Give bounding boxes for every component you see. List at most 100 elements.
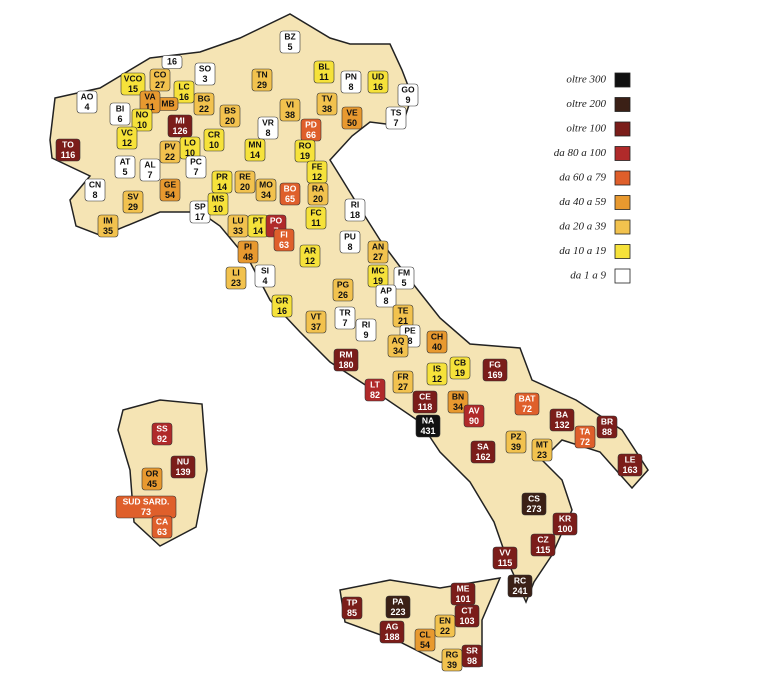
province-value: 10	[213, 204, 223, 214]
province	[271, 294, 293, 318]
province	[492, 546, 518, 570]
province-code: CN	[89, 179, 101, 189]
province-code: AP	[380, 285, 392, 295]
province	[447, 390, 469, 414]
province	[251, 68, 273, 92]
province-value: 50	[347, 118, 357, 128]
province	[333, 348, 359, 372]
province-code: PD	[305, 119, 317, 129]
province-value: 188	[384, 632, 399, 642]
province-value: 5	[401, 278, 406, 288]
province	[237, 240, 259, 264]
province-code: BR	[601, 416, 613, 426]
province	[393, 266, 415, 290]
province	[307, 182, 329, 206]
province	[299, 244, 321, 268]
province	[334, 306, 356, 330]
province	[114, 155, 136, 179]
province-code: VC	[121, 127, 133, 137]
province-code: SO	[199, 63, 212, 73]
province-value: 27	[155, 80, 165, 90]
legend-swatch	[614, 219, 631, 235]
province-code: BZ	[284, 31, 295, 41]
province-value: 8	[407, 336, 412, 346]
province-code: CL	[419, 629, 430, 639]
province	[426, 330, 448, 354]
province	[454, 604, 480, 628]
province-code: ME	[457, 583, 470, 593]
province	[531, 438, 553, 462]
province-value: 66	[306, 130, 316, 140]
province-code: CB	[454, 357, 466, 367]
province	[412, 390, 438, 414]
province	[170, 455, 196, 479]
legend-swatch	[614, 170, 631, 186]
province-value: 5	[287, 42, 292, 52]
province-code: LI	[232, 267, 240, 277]
province-value: 10	[137, 120, 147, 130]
province	[596, 415, 618, 439]
province-value: 4	[262, 276, 267, 286]
province	[225, 266, 247, 290]
province-code: MS	[212, 193, 225, 203]
province-value: 132	[554, 420, 569, 430]
province	[84, 178, 106, 202]
legend-label: da 1 a 9	[570, 270, 606, 282]
province	[151, 422, 173, 446]
province-value: 85	[347, 608, 357, 618]
province-value: 16	[167, 56, 177, 66]
province-value: 37	[311, 322, 321, 332]
province	[530, 533, 556, 557]
province	[254, 264, 276, 288]
province	[194, 62, 216, 86]
province-code: CO	[154, 69, 167, 79]
province-value: 21	[398, 316, 408, 326]
province-value: 29	[257, 80, 267, 90]
province-code: RM	[339, 349, 352, 359]
province	[159, 178, 181, 202]
province-code: BO	[284, 183, 297, 193]
province	[167, 114, 193, 138]
legend-swatch	[614, 268, 631, 284]
legend-label: da 20 a 39	[559, 221, 606, 233]
province-value: 34	[393, 346, 403, 356]
province-value: 45	[147, 479, 157, 489]
legend: oltre 300 oltre 200 oltre 100 da 80 a 100 da…	[554, 72, 631, 284]
legend-label: oltre 200	[566, 98, 606, 110]
province	[507, 574, 533, 598]
province-value: 8	[383, 296, 388, 306]
province-value: 22	[165, 152, 175, 162]
province	[173, 80, 195, 104]
province	[364, 378, 386, 402]
province-code: VI	[286, 99, 294, 109]
province-value: 16	[179, 92, 189, 102]
province-value: 22	[440, 626, 450, 636]
province-code: TA	[580, 426, 591, 436]
province-code: CS	[528, 493, 540, 503]
legend-swatch	[614, 121, 631, 137]
province-value: 12	[122, 138, 132, 148]
province-code: MC	[371, 265, 384, 275]
province-value: 29	[128, 202, 138, 212]
province	[115, 495, 177, 519]
province-code: TE	[398, 305, 409, 315]
province	[434, 614, 456, 638]
province-code: PG	[337, 279, 350, 289]
province-value: 33	[233, 226, 243, 236]
province-code: NU	[177, 456, 189, 466]
legend-swatch	[614, 195, 631, 210]
province-code: AT	[120, 156, 132, 166]
province-code: TV	[322, 93, 333, 103]
province-value: 169	[487, 370, 502, 380]
province-value: 26	[338, 290, 348, 300]
province	[461, 644, 483, 668]
province-value: 10	[209, 140, 219, 150]
province-code: FM	[398, 267, 410, 277]
province-value: 39	[511, 442, 521, 452]
province	[279, 98, 301, 122]
province-code: FI	[280, 229, 288, 239]
province	[203, 128, 225, 152]
province-code: SV	[127, 191, 139, 201]
province-value: 90	[469, 416, 479, 426]
